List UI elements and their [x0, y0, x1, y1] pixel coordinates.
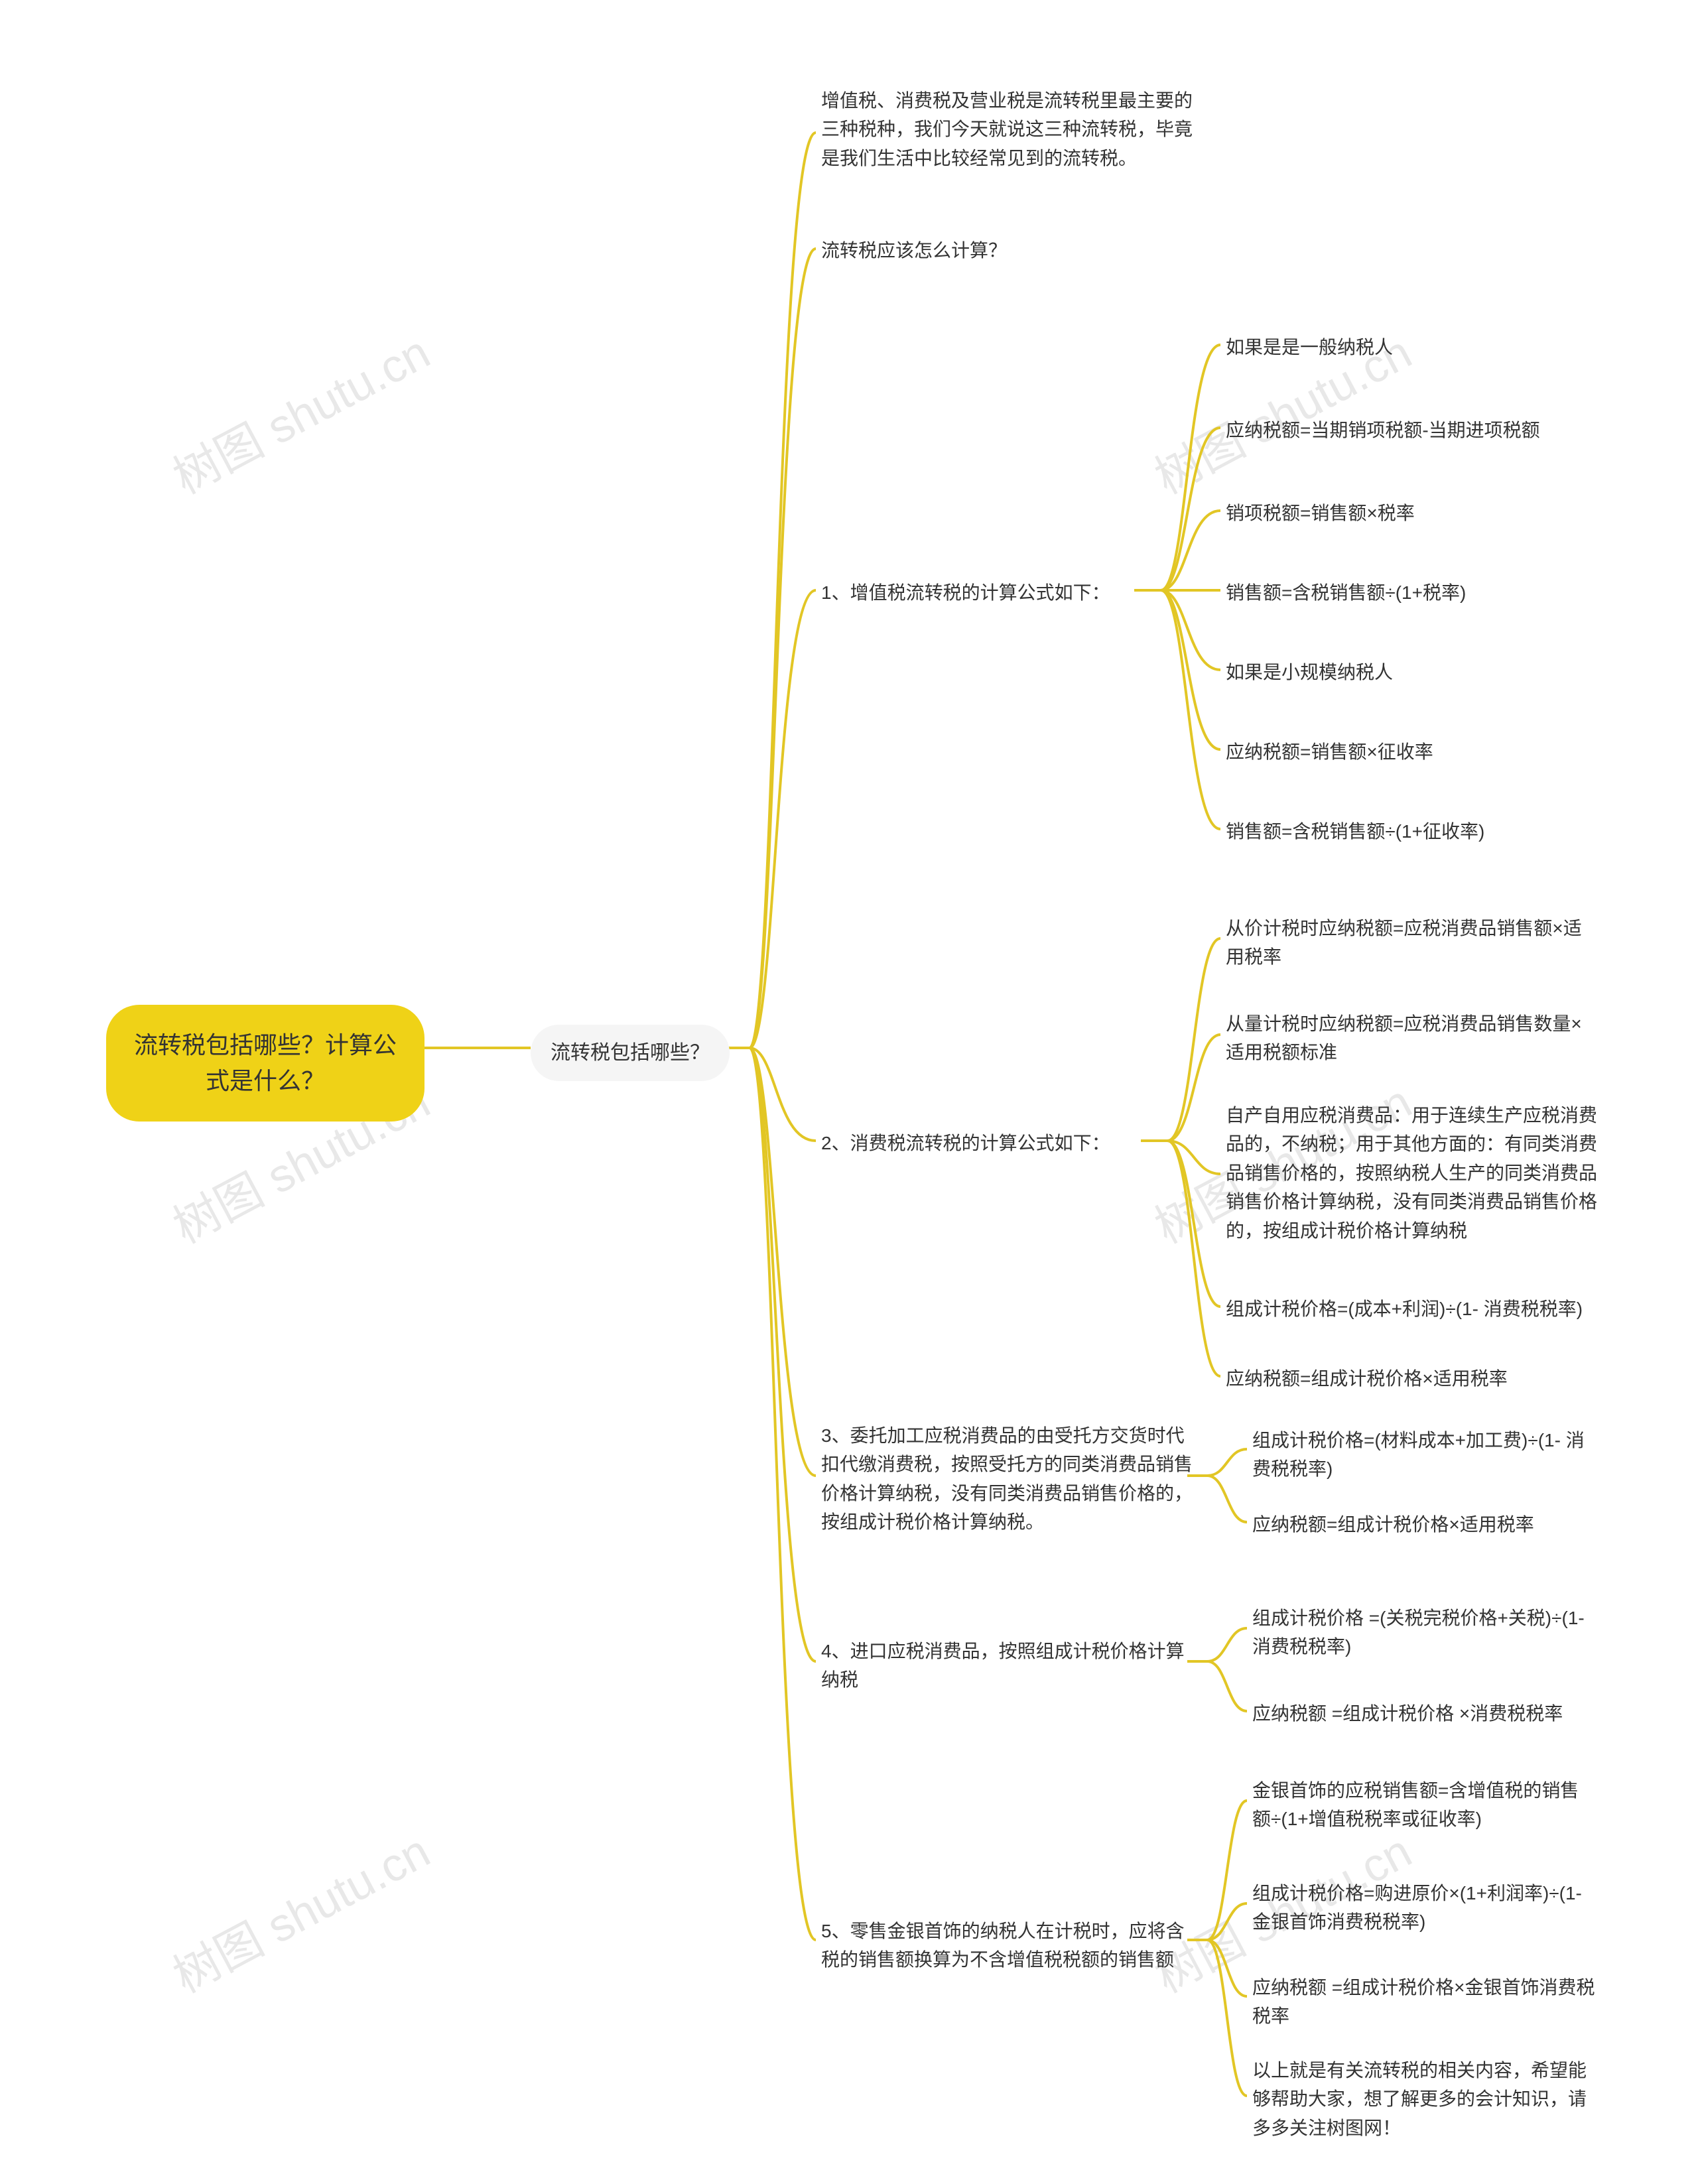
mindmap-leaf: 从量计税时应纳税额=应税消费品销售数量×适用税额标准 [1226, 1009, 1597, 1067]
mindmap-leaf: 应纳税额=组成计税价格×适用税率 [1226, 1364, 1508, 1393]
watermark: 树图 shutu.cn [160, 1815, 440, 2006]
mindmap-leaf: 应纳税额 =组成计税价格×金银首饰消费税税率 [1252, 1973, 1597, 2031]
mindmap-node-level3: 5、零售金银首饰的纳税人在计税时，应将含税的销售额换算为不含增值税税额的销售额 [821, 1917, 1193, 1974]
mindmap-leaf: 销项税额=销售额×税率 [1226, 499, 1415, 527]
mindmap-leaf: 组成计税价格=(成本+利润)÷(1- 消费税税率) [1226, 1295, 1583, 1323]
mindmap-leaf: 组成计税价格=购进原价×(1+利润率)÷(1-金银首饰消费税税率) [1252, 1879, 1597, 1937]
mindmap-node-level3: 1、增值税流转税的计算公式如下： [821, 578, 1110, 607]
mindmap-leaf: 组成计税价格 =(关税完税价格+关税)÷(1- 消费税税率) [1252, 1604, 1597, 1661]
mindmap-node-level3: 4、进口应税消费品，按照组成计税价格计算纳税 [821, 1637, 1193, 1695]
mindmap-leaf: 如果是是一般纳税人 [1226, 333, 1393, 361]
mindmap-leaf: 组成计税价格=(材料成本+加工费)÷(1- 消费税税率) [1252, 1426, 1597, 1484]
mindmap-leaf: 应纳税额=销售额×征收率 [1226, 738, 1433, 766]
mindmap-leaf: 以上就是有关流转税的相关内容，希望能够帮助大家，想了解更多的会计知识，请多多关注… [1252, 2056, 1597, 2142]
mindmap-leaf: 应纳税额=组成计税价格×适用税率 [1252, 1510, 1534, 1539]
mindmap-node-level3: 流转税应该怎么计算？ [821, 236, 1007, 265]
mindmap-node-level2: 流转税包括哪些？ [531, 1025, 730, 1081]
mindmap-leaf: 自产自用应税消费品：用于连续生产应税消费品的，不纳税；用于其他方面的：有同类消费… [1226, 1101, 1597, 1245]
watermark: 树图 shutu.cn [160, 316, 440, 507]
mindmap-leaf: 应纳税额 =组成计税价格 ×消费税税率 [1252, 1699, 1563, 1728]
mindmap-leaf: 如果是小规模纳税人 [1226, 658, 1393, 686]
mindmap-leaf: 金银首饰的应税销售额=含增值税的销售额÷(1+增值税税率或征收率) [1252, 1776, 1597, 1834]
mindmap-node-level3: 增值税、消费税及营业税是流转税里最主要的三种税种，我们今天就说这三种流转税，毕竟… [821, 86, 1193, 172]
mindmap-leaf: 应纳税额=当期销项税额-当期进项税额 [1226, 416, 1540, 444]
mindmap-node-level3: 3、委托加工应税消费品的由受托方交货时代扣代缴消费税，按照受托方的同类消费品销售… [821, 1421, 1193, 1537]
mindmap-leaf: 销售额=含税销售额÷(1+税率) [1226, 578, 1466, 607]
mindmap-leaf: 从价计税时应纳税额=应税消费品销售额×适用税率 [1226, 914, 1597, 972]
mindmap-root: 流转税包括哪些？计算公式是什么？ [106, 1005, 424, 1122]
mindmap-node-level3: 2、消费税流转税的计算公式如下： [821, 1129, 1110, 1157]
mindmap-leaf: 销售额=含税销售额÷(1+征收率) [1226, 817, 1484, 846]
